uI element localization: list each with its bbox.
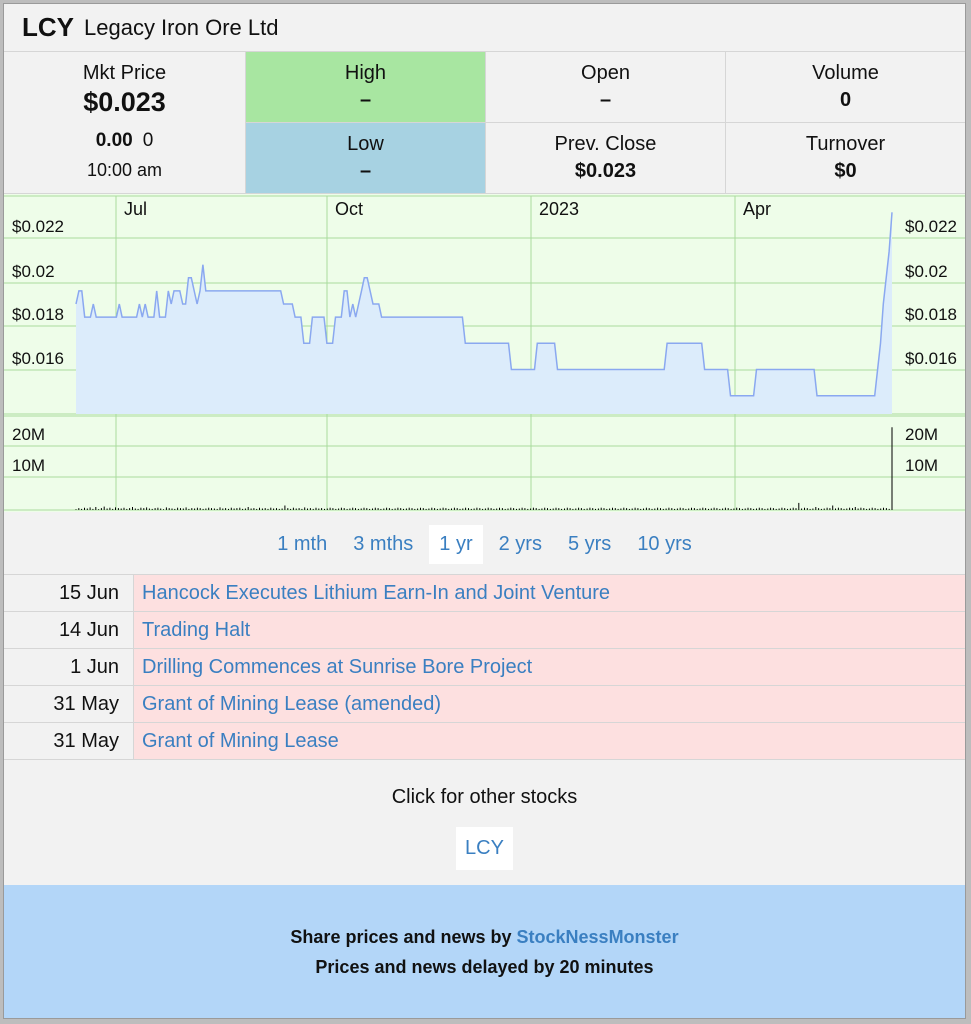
period-2-yrs[interactable]: 2 yrs <box>498 532 542 555</box>
quote-grid: Mkt Price $0.023 0.00 0 10:00 am High – O… <box>4 52 965 194</box>
high-value: – <box>359 89 372 111</box>
widget-frame: LCY Legacy Iron Ore Ltd Mkt Price $0.023… <box>3 3 966 1019</box>
price-area <box>76 212 892 414</box>
volume-value: 0 <box>839 89 852 111</box>
news-date: 31 May <box>4 723 134 759</box>
high-cell: High – <box>246 52 486 123</box>
open-label: Open <box>581 62 630 84</box>
other-stocks: Click for other stocks LCY <box>4 760 965 880</box>
open-cell: Open – <box>486 52 726 123</box>
y-tick-label-right: $0.02 <box>905 262 948 281</box>
news-title-link[interactable]: Hancock Executes Lithium Earn-In and Joi… <box>134 575 965 611</box>
news-title-link[interactable]: Drilling Commences at Sunrise Bore Proje… <box>134 649 965 685</box>
low-label: Low <box>347 133 384 155</box>
turnover-value: $0 <box>834 160 857 182</box>
quote-time: 10:00 am <box>86 160 163 180</box>
news-title-link[interactable]: Grant of Mining Lease <box>134 723 965 759</box>
footer-credit-prefix: Share prices and news by <box>290 927 517 947</box>
price-change: 0.00 0 <box>4 130 245 152</box>
period-1-mth[interactable]: 1 mth <box>277 532 328 555</box>
turnover-label: Turnover <box>805 133 886 155</box>
period-3-mths[interactable]: 3 mths <box>353 532 414 555</box>
price-chart[interactable]: Jul Oct 2023 Apr $0.022 $0.022 $0.02 $0.02 $0.01… <box>4 194 965 514</box>
news-date: 31 May <box>4 686 134 722</box>
y-tick-label-right: $0.018 <box>905 305 957 324</box>
ticker-symbol: LCY <box>22 12 74 42</box>
volume-tick-label-right: 10M <box>905 456 938 475</box>
mkt-price-value: $0.023 <box>83 87 166 117</box>
period-selector: 1 mth 3 mths 1 yr 2 yrs 5 yrs 10 yrs <box>4 514 965 574</box>
y-tick-label-left: $0.022 <box>12 217 64 236</box>
stock-link-lcy[interactable]: LCY <box>456 827 513 870</box>
period-1-yr[interactable]: 1 yr <box>429 524 483 564</box>
volume-tick-label-right: 20M <box>905 425 938 444</box>
prev-close-cell: Prev. Close $0.023 <box>486 123 726 194</box>
x-tick-label: Apr <box>743 199 771 219</box>
footer: Share prices and news by StockNessMonste… <box>4 885 965 1018</box>
change-percent: 0 <box>142 130 154 151</box>
news-date: 1 Jun <box>4 649 134 685</box>
x-tick-label: 2023 <box>539 199 579 219</box>
mkt-price-label: Mkt Price <box>82 62 167 84</box>
prev-close-label: Prev. Close <box>554 133 657 155</box>
news-date: 15 Jun <box>4 575 134 611</box>
price-line <box>75 212 893 397</box>
other-stocks-label: Click for other stocks <box>391 786 578 808</box>
volume-cell: Volume 0 <box>726 52 965 123</box>
low-cell: Low – <box>246 123 486 194</box>
price-chart-svg: Jul Oct 2023 Apr $0.022 $0.022 $0.02 $0.02 $0.01… <box>4 194 965 512</box>
footer-delay-note: Prices and news delayed by 20 minutes <box>315 957 654 977</box>
news-list: 15 Jun Hancock Executes Lithium Earn-In a… <box>4 574 965 760</box>
company-name: Legacy Iron Ore Ltd <box>84 14 279 40</box>
stocknessmonster-link[interactable]: StockNessMonster <box>516 927 679 947</box>
header: LCY Legacy Iron Ore Ltd <box>4 4 965 52</box>
news-row: 31 May Grant of Mining Lease <box>4 723 965 760</box>
volume-tick-label-left: 20M <box>12 425 45 444</box>
news-row: 31 May Grant of Mining Lease (amended) <box>4 686 965 723</box>
news-title-link[interactable]: Trading Halt <box>134 612 965 648</box>
volume-tick-label-left: 10M <box>12 456 45 475</box>
x-tick-label: Oct <box>335 199 363 219</box>
x-tick-label: Jul <box>124 199 147 219</box>
high-label: High <box>344 62 387 84</box>
footer-credit: Share prices and news by StockNessMonste… <box>4 927 965 948</box>
news-title-link[interactable]: Grant of Mining Lease (amended) <box>134 686 965 722</box>
news-row: 14 Jun Trading Halt <box>4 612 965 649</box>
news-date: 14 Jun <box>4 612 134 648</box>
period-5-yrs[interactable]: 5 yrs <box>567 532 612 555</box>
y-tick-label-right: $0.016 <box>905 349 957 368</box>
low-value: – <box>359 160 372 182</box>
news-row: 1 Jun Drilling Commences at Sunrise Bore … <box>4 649 965 686</box>
prev-close-value: $0.023 <box>574 160 637 182</box>
open-value: – <box>599 89 612 111</box>
market-price-cell: Mkt Price $0.023 0.00 0 10:00 am <box>4 52 246 194</box>
y-tick-label-left: $0.016 <box>12 349 64 368</box>
y-tick-label-right: $0.022 <box>905 217 957 236</box>
volume-label: Volume <box>812 62 879 84</box>
y-tick-label-left: $0.018 <box>12 305 64 324</box>
news-row: 15 Jun Hancock Executes Lithium Earn-In a… <box>4 575 965 612</box>
change-value: 0.00 <box>95 130 133 151</box>
y-tick-label-left: $0.02 <box>12 262 55 281</box>
turnover-cell: Turnover $0 <box>726 123 965 194</box>
period-10-yrs[interactable]: 10 yrs <box>637 532 692 555</box>
